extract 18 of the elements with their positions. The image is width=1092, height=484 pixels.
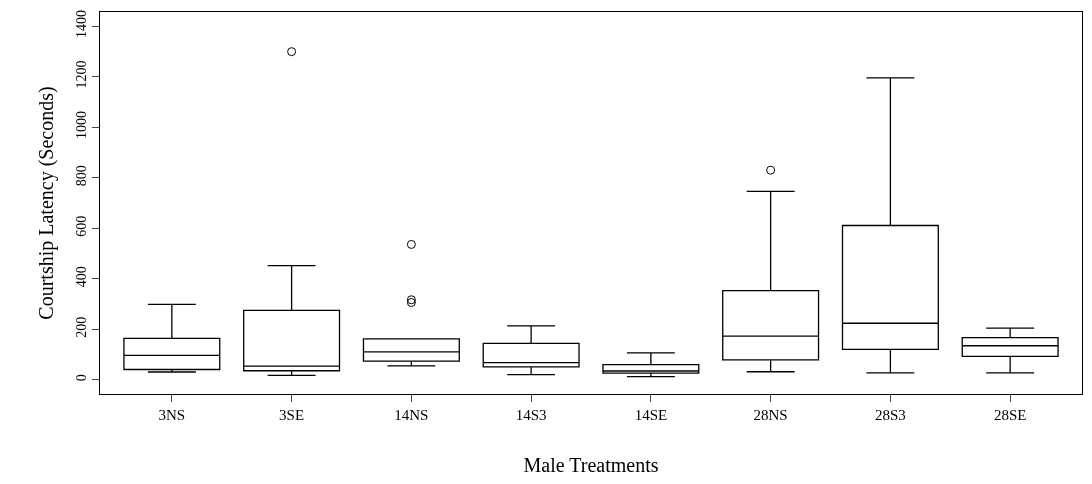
y-tick-label: 400	[74, 266, 90, 288]
y-tick-label: 200	[74, 316, 90, 338]
y-tick-label: 1000	[74, 111, 90, 140]
y-tick-label: 1400	[74, 10, 90, 39]
x-axis-title: Male Treatments	[523, 453, 659, 476]
x-tick-label: 28SE	[993, 407, 1027, 423]
x-tick-label: 28NS	[753, 407, 788, 423]
x-tick-label: 3SE	[279, 407, 305, 423]
y-tick-label: 0	[74, 374, 90, 382]
y-tick-label: 600	[74, 215, 90, 237]
y-tick-label: 800	[74, 165, 90, 187]
x-tick-label: 3NS	[158, 407, 186, 423]
y-axis-title: Courtship Latency (Seconds)	[34, 86, 58, 320]
x-tick-label: 14S3	[515, 407, 547, 423]
x-tick-label: 28S3	[874, 407, 906, 423]
x-tick-label: 14SE	[634, 407, 668, 423]
x-tick-label: 14NS	[394, 407, 429, 423]
y-tick-label: 1200	[74, 60, 90, 89]
